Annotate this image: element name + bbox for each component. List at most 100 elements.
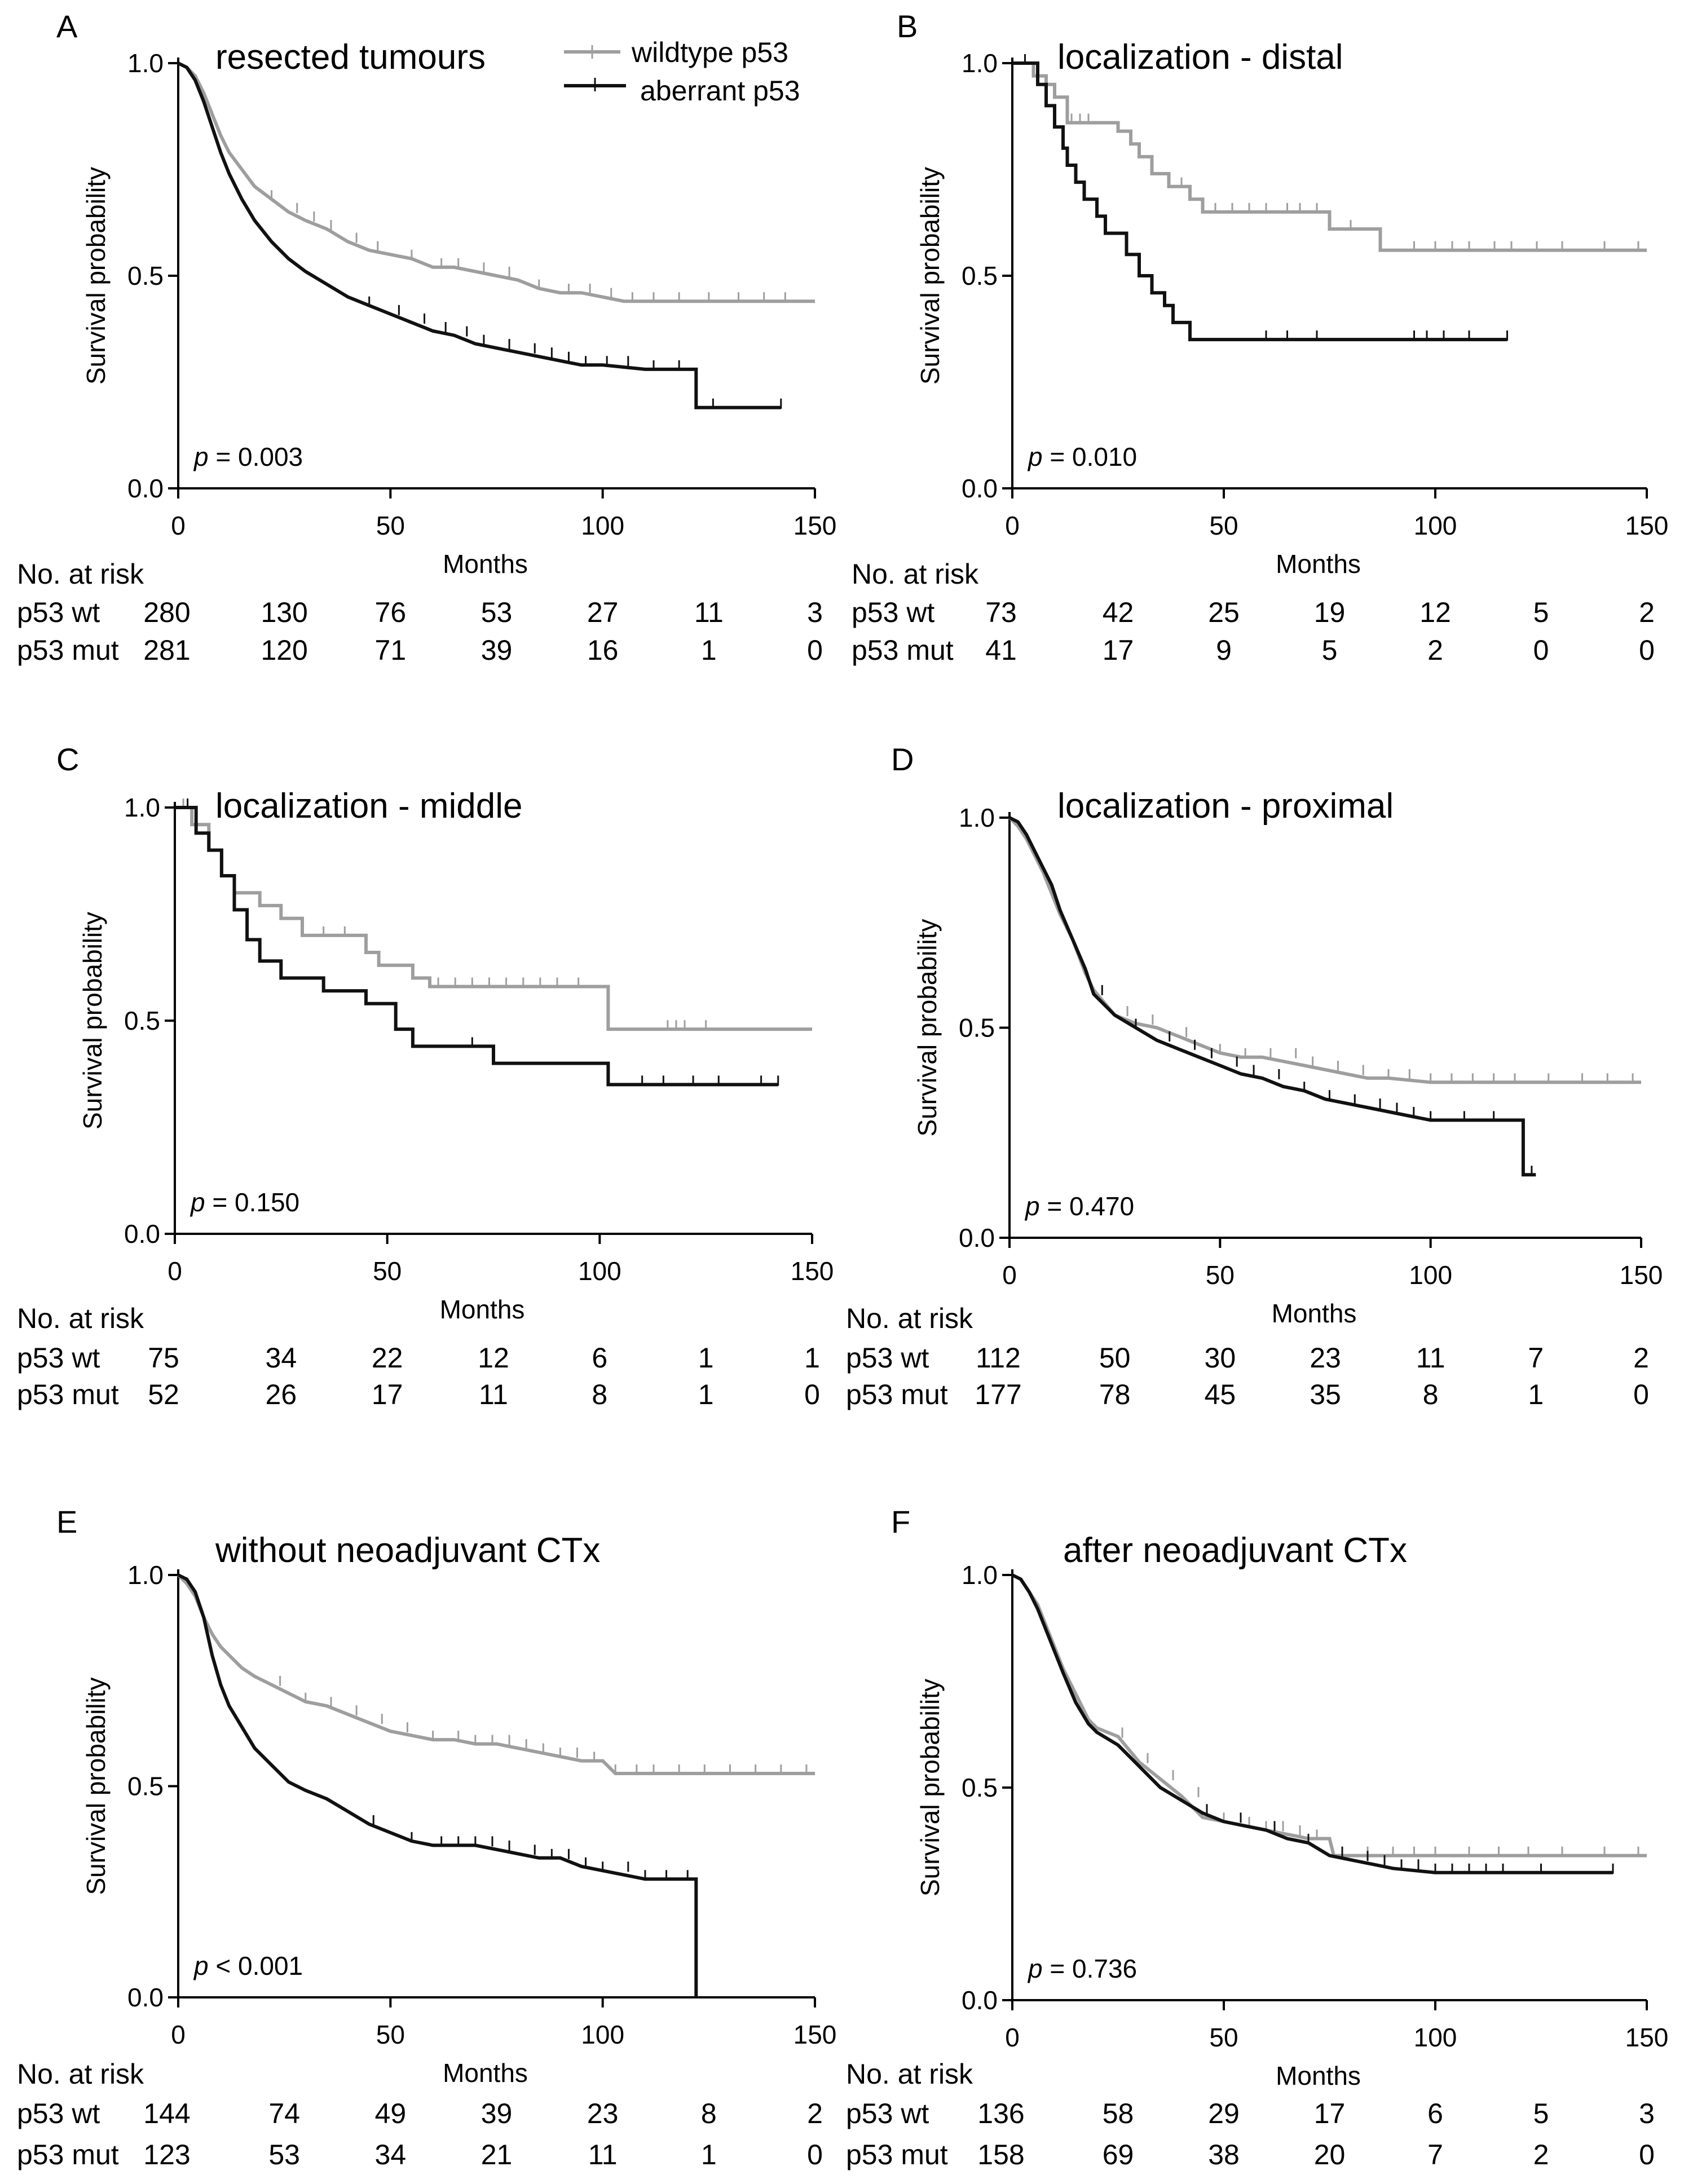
x-tick-label: 50 [1206, 1260, 1235, 1290]
y-axis-label: Survival probability [81, 167, 111, 385]
risk-value-mut: 8 [592, 1379, 607, 1410]
x-axis-label: Months [443, 2058, 528, 2088]
series-wildtype-line [175, 806, 812, 1031]
x-axis-label: Months [1276, 549, 1361, 579]
y-tick-label: 0.5 [127, 1772, 164, 1801]
risk-value-wt: 5 [1533, 2098, 1549, 2129]
panel-letter: B [897, 8, 918, 44]
risk-value-mut: 53 [268, 2139, 300, 2170]
risk-header: No. at risk [17, 2058, 144, 2090]
x-axis-label: Months [1276, 2061, 1361, 2090]
risk-header: No. at risk [846, 1303, 973, 1334]
risk-value-wt: 34 [266, 1342, 297, 1374]
y-tick-label: 1.0 [959, 803, 995, 832]
x-tick-label: 100 [578, 1256, 621, 1286]
p-value: p = 0.150 [189, 1188, 299, 1217]
risk-value-mut: 0 [1533, 634, 1549, 666]
series-wildtype-line [177, 61, 815, 303]
risk-value-mut: 78 [1099, 1379, 1131, 1410]
y-tick-label: 1.0 [127, 48, 164, 78]
chart-title: without neoadjuvant CTx [215, 1531, 600, 1570]
x-tick-label: 50 [376, 511, 405, 540]
risk-value-mut: 120 [261, 634, 307, 666]
y-tick-label: 0.0 [962, 474, 998, 503]
risk-value-wt: 49 [375, 2098, 407, 2129]
risk-value-mut: 38 [1208, 2139, 1240, 2170]
panel-letter: E [56, 1504, 77, 1539]
series-wildtype-line [1008, 816, 1641, 1084]
risk-value-mut: 7 [1427, 2139, 1443, 2170]
series-aberrant-line [1008, 816, 1536, 1177]
x-tick-label: 0 [1005, 2023, 1020, 2052]
risk-value-wt: 42 [1103, 597, 1134, 628]
y-tick-label: 0.5 [959, 1013, 995, 1043]
risk-value-wt: 25 [1208, 597, 1240, 628]
x-tick-label: 150 [793, 511, 837, 540]
risk-value-mut: 69 [1103, 2139, 1134, 2170]
risk-value-wt: 73 [985, 597, 1017, 628]
risk-header: No. at risk [846, 2058, 973, 2090]
risk-value-wt: 22 [372, 1342, 403, 1374]
risk-value-wt: 29 [1208, 2098, 1240, 2129]
risk-label-mut: p53 mut [846, 1379, 948, 1410]
risk-value-mut: 1 [701, 2139, 717, 2170]
risk-value-wt: 11 [1416, 1342, 1445, 1374]
x-tick-label: 0 [171, 511, 186, 540]
risk-value-wt: 39 [481, 2098, 513, 2129]
risk-label-mut: p53 mut [17, 634, 119, 666]
y-tick-label: 0.5 [127, 261, 164, 290]
x-tick-label: 150 [1625, 2023, 1669, 2052]
risk-value-wt: 12 [1420, 597, 1451, 628]
risk-value-wt: 144 [143, 2098, 190, 2129]
risk-value-wt: 30 [1205, 1342, 1236, 1374]
risk-label-mut: p53 mut [17, 2139, 119, 2170]
risk-value-mut: 41 [985, 634, 1017, 666]
risk-value-wt: 74 [268, 2098, 300, 2129]
risk-value-wt: 130 [261, 597, 307, 628]
x-axis-label: Months [1272, 1299, 1357, 1328]
risk-value-wt: 12 [478, 1342, 509, 1374]
series-aberrant-line [175, 806, 778, 1087]
risk-value-mut: 0 [807, 2139, 823, 2170]
x-tick-label: 0 [167, 1256, 182, 1286]
chart-title: localization - distal [1057, 38, 1343, 77]
risk-label-wt: p53 wt [17, 1342, 100, 1374]
risk-value-wt: 2 [1633, 1342, 1649, 1374]
risk-label-mut: p53 mut [852, 634, 954, 666]
y-tick-label: 1.0 [962, 48, 998, 78]
x-tick-label: 50 [1209, 511, 1238, 540]
x-tick-label: 150 [1625, 511, 1669, 540]
y-tick-label: 1.0 [127, 1560, 164, 1590]
x-tick-label: 0 [1005, 511, 1020, 540]
risk-value-mut: 1 [701, 634, 717, 666]
risk-label-mut: p53 mut [846, 2139, 948, 2170]
series-wildtype-line [1011, 1573, 1647, 1857]
risk-value-mut: 281 [143, 634, 190, 666]
risk-value-mut: 52 [148, 1379, 179, 1410]
y-tick-label: 0.5 [962, 261, 998, 290]
risk-value-mut: 0 [1639, 2139, 1655, 2170]
risk-value-mut: 1 [698, 1379, 714, 1410]
series-aberrant-line [1011, 1573, 1613, 1874]
risk-value-mut: 11 [588, 2139, 618, 2170]
risk-value-wt: 75 [148, 1342, 179, 1374]
risk-value-mut: 11 [479, 1379, 508, 1410]
x-tick-label: 150 [793, 2020, 837, 2049]
risk-value-wt: 58 [1103, 2098, 1134, 2129]
risk-value-wt: 136 [977, 2098, 1024, 2129]
panel-letter: C [56, 742, 79, 777]
risk-value-mut: 20 [1314, 2139, 1346, 2170]
risk-header: No. at risk [852, 558, 979, 590]
y-tick-label: 0.5 [962, 1773, 998, 1802]
y-tick-label: 0.0 [962, 1986, 998, 2015]
risk-value-mut: 2 [1427, 634, 1443, 666]
p-value: p = 0.010 [1027, 442, 1137, 471]
risk-header: No. at risk [17, 1303, 144, 1334]
risk-value-mut: 123 [143, 2139, 190, 2170]
y-axis-label: Survival probability [912, 919, 942, 1136]
risk-value-mut: 39 [481, 634, 513, 666]
